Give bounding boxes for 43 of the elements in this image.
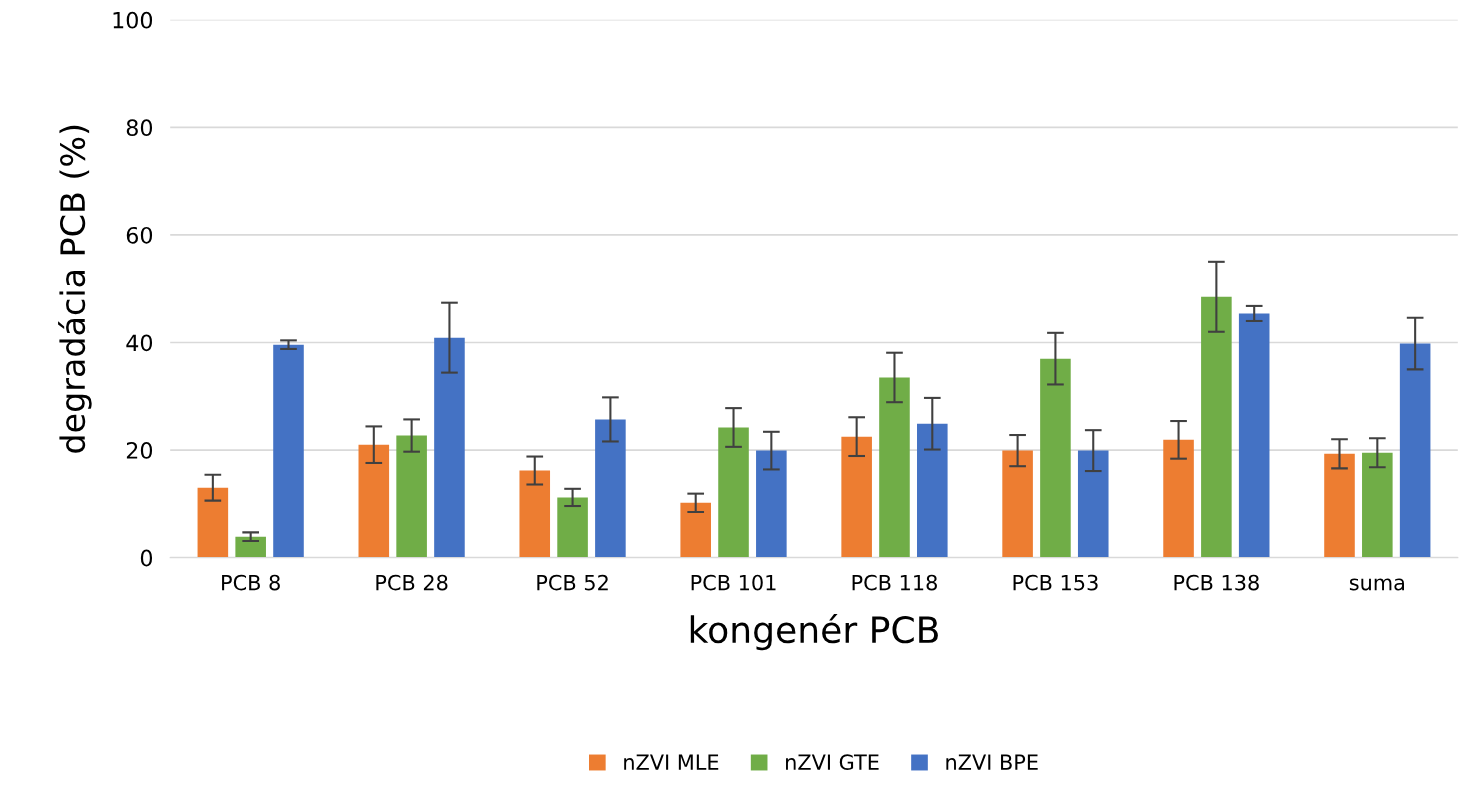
- bar: [1201, 296, 1232, 558]
- x-axis-title: kongenér PCB: [690, 613, 938, 651]
- bar: [358, 444, 390, 558]
- x-tick-label: PCB 8: [222, 574, 280, 591]
- y-tick-label: 60: [126, 226, 153, 244]
- bar: [1324, 453, 1355, 558]
- bar: [718, 427, 749, 558]
- bar: [1238, 313, 1270, 558]
- legend-label: nZVI GTE: [786, 754, 879, 771]
- y-tick-label: 100: [113, 11, 153, 29]
- y-tick-label: 20: [126, 442, 153, 459]
- bar: [879, 377, 910, 558]
- y-axis-title: degradácia PCB (%): [58, 125, 92, 453]
- x-tick-label: PCB 138: [1174, 574, 1259, 591]
- x-tick-label: PCB 153: [1013, 574, 1098, 591]
- y-tick-label: 0: [140, 549, 153, 567]
- x-tick-label: PCB 28: [376, 574, 448, 591]
- bar: [1362, 452, 1393, 558]
- x-tick-label: suma: [1349, 578, 1404, 591]
- bar: [917, 423, 948, 558]
- bar: [680, 502, 711, 558]
- x-tick-label: PCB 101: [691, 574, 776, 591]
- legend-label: nZVI BPE: [946, 754, 1038, 770]
- y-tick-label: 40: [126, 334, 153, 352]
- bar: [1399, 343, 1431, 558]
- x-tick-label: PCB 118: [852, 574, 937, 591]
- bar: [1163, 439, 1194, 558]
- legend-label: nZVI MLE: [624, 754, 719, 770]
- bar: [841, 436, 872, 558]
- bar: [273, 344, 304, 558]
- bar: [1077, 450, 1109, 558]
- x-tick-label: PCB 52: [537, 574, 608, 591]
- bar: [557, 497, 588, 558]
- bar: [396, 435, 427, 558]
- y-tick-label: 80: [126, 119, 153, 137]
- bar: [756, 450, 787, 558]
- bar: [519, 470, 551, 558]
- bar: [235, 536, 266, 558]
- bar: [197, 487, 229, 558]
- bar: [1040, 358, 1071, 558]
- bar: [434, 337, 465, 558]
- bar: [1002, 450, 1033, 558]
- bar: [595, 419, 626, 558]
